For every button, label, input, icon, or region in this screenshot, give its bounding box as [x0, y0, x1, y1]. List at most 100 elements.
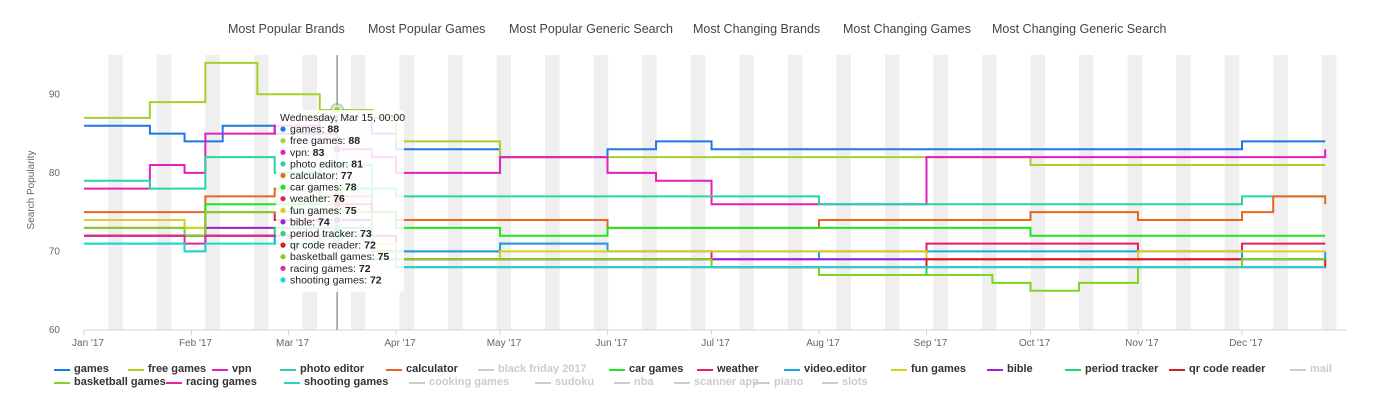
tooltip-dot — [280, 149, 286, 155]
legend-label: racing games — [186, 376, 257, 388]
tooltip-row: qr code reader: 72 — [290, 240, 376, 252]
legend-label: free games — [148, 363, 207, 375]
tooltip-series-value: 88 — [348, 135, 360, 147]
grid-band — [1127, 55, 1143, 330]
grid-band — [448, 55, 463, 330]
legend-line-icon — [822, 382, 838, 384]
grid-band — [1030, 55, 1046, 330]
tooltip-series-name: basketball games: — [290, 251, 378, 263]
legend-label: photo editor — [300, 363, 365, 375]
legend-label: games — [74, 363, 109, 375]
x-axis-ticks: Jan '17 Feb '17 Mar '17 Apr '17 May '17 Jun '… — [72, 330, 1263, 349]
y-tick-label: 60 — [49, 325, 61, 336]
x-tick-label: Oct '17 — [1019, 338, 1051, 349]
tooltip-row: racing games: 72 — [290, 263, 371, 275]
tooltip-series-name: period tracker: — [290, 228, 360, 240]
x-tick-label: Dec '17 — [1229, 338, 1263, 349]
tooltip-series-value: 78 — [345, 182, 357, 194]
tab-most-changing-generic-search[interactable]: Most Changing Generic Search — [992, 22, 1167, 36]
tab-most-popular-games[interactable]: Most Popular Games — [368, 22, 486, 36]
tooltip-series-name: calculator: — [290, 170, 341, 182]
tooltip-series-value: 75 — [345, 205, 357, 217]
grid-band — [739, 55, 754, 330]
tooltip-dot — [280, 161, 286, 167]
tooltip-series-name: shooting games: — [290, 274, 370, 286]
grid-band — [496, 55, 512, 330]
legend-label: period tracker — [1085, 363, 1159, 375]
x-tick-label: May '17 — [487, 338, 522, 349]
grid-band — [933, 55, 948, 330]
tab-most-popular-brands[interactable]: Most Popular Brands — [228, 22, 345, 36]
line-chart: 60 70 80 90 Jan '17 Feb '17 Mar '17 Apr '17 May… — [26, 55, 1346, 349]
legend-label: video.editor — [804, 363, 867, 375]
tooltip-series-value: 73 — [360, 228, 372, 240]
tooltip-series-name: fun games: — [290, 205, 345, 217]
y-tick-label: 70 — [49, 246, 61, 257]
tooltip-series-value: 81 — [351, 158, 363, 170]
grid-band — [1176, 55, 1191, 330]
tooltip-dot — [280, 219, 286, 225]
tab-most-popular-generic-search[interactable]: Most Popular Generic Search — [509, 22, 673, 36]
tooltip-dot — [280, 126, 286, 132]
grid-bands — [108, 55, 1337, 330]
tooltip-series-name: weather: — [289, 193, 333, 205]
grid-band — [205, 55, 220, 330]
grid-band — [593, 55, 609, 330]
tooltip-series-value: 76 — [333, 193, 345, 205]
grid-band — [108, 55, 123, 330]
legend-line-icon — [784, 369, 800, 371]
grid-band — [1273, 55, 1288, 330]
grid-band — [156, 55, 172, 330]
tooltip-dot — [280, 172, 286, 179]
tooltip-dot — [280, 277, 286, 283]
legend-line-icon — [891, 369, 907, 371]
tooltip-series-value: 77 — [341, 170, 353, 182]
legend-line-icon — [697, 369, 713, 371]
x-tick-label: Aug '17 — [806, 338, 840, 349]
legend-line-icon — [1290, 369, 1306, 371]
x-tick-label: Feb '17 — [179, 338, 212, 349]
legend-line-icon — [535, 382, 551, 384]
legend-label: shooting games — [304, 376, 389, 388]
tooltip-series-name: photo editor: — [290, 158, 351, 170]
legend-label: scanner app — [694, 376, 759, 388]
legend-line-icon — [284, 382, 300, 384]
tooltip-row: weather: 76 — [289, 193, 345, 205]
legend-label: piano — [774, 376, 804, 388]
x-tick-label: Jul '17 — [701, 338, 730, 349]
legend-line-icon — [409, 382, 425, 384]
tooltip-row: fun games: 75 — [290, 205, 357, 217]
tooltip-row: shooting games: 72 — [290, 274, 382, 286]
legend-line-icon — [478, 369, 494, 371]
tooltip-series-value: 72 — [370, 274, 382, 286]
grid-band — [1224, 55, 1240, 330]
legend-line-icon — [212, 369, 228, 371]
tooltip-series-value: 74 — [318, 216, 330, 228]
tooltip-dot — [280, 138, 286, 144]
tab-most-changing-brands[interactable]: Most Changing Brands — [693, 22, 821, 36]
tab-most-changing-games[interactable]: Most Changing Games — [843, 22, 971, 36]
legend-line-icon — [280, 369, 296, 371]
x-tick-label: Apr '17 — [384, 338, 416, 349]
y-tick-label: 90 — [49, 89, 61, 100]
tooltip-series-value: 75 — [378, 251, 390, 263]
legend-label: qr code reader — [1189, 363, 1266, 375]
tooltip-row: calculator: 77 — [290, 170, 353, 182]
legend-label: black friday 2017 — [498, 363, 587, 375]
tooltip-series-name: bible: — [290, 216, 318, 228]
tooltip-series-name: vpn: — [290, 147, 313, 159]
tooltip-series-name: free games: — [290, 135, 348, 147]
x-tick-label: Jun '17 — [596, 338, 628, 349]
tooltip-row: games: 88 — [290, 124, 339, 136]
tooltip-dot — [280, 196, 286, 202]
tooltip-series-name: games: — [290, 124, 327, 136]
tooltip-dot — [280, 254, 286, 260]
legend-label: car games — [629, 363, 684, 375]
tooltip-series-name: racing games: — [290, 263, 359, 275]
legend-line-icon — [609, 369, 625, 371]
x-tick-label: Sep '17 — [914, 338, 948, 349]
legend-line-icon — [754, 382, 770, 384]
y-tick-label: 80 — [49, 168, 61, 179]
tooltip-dot — [280, 230, 286, 237]
